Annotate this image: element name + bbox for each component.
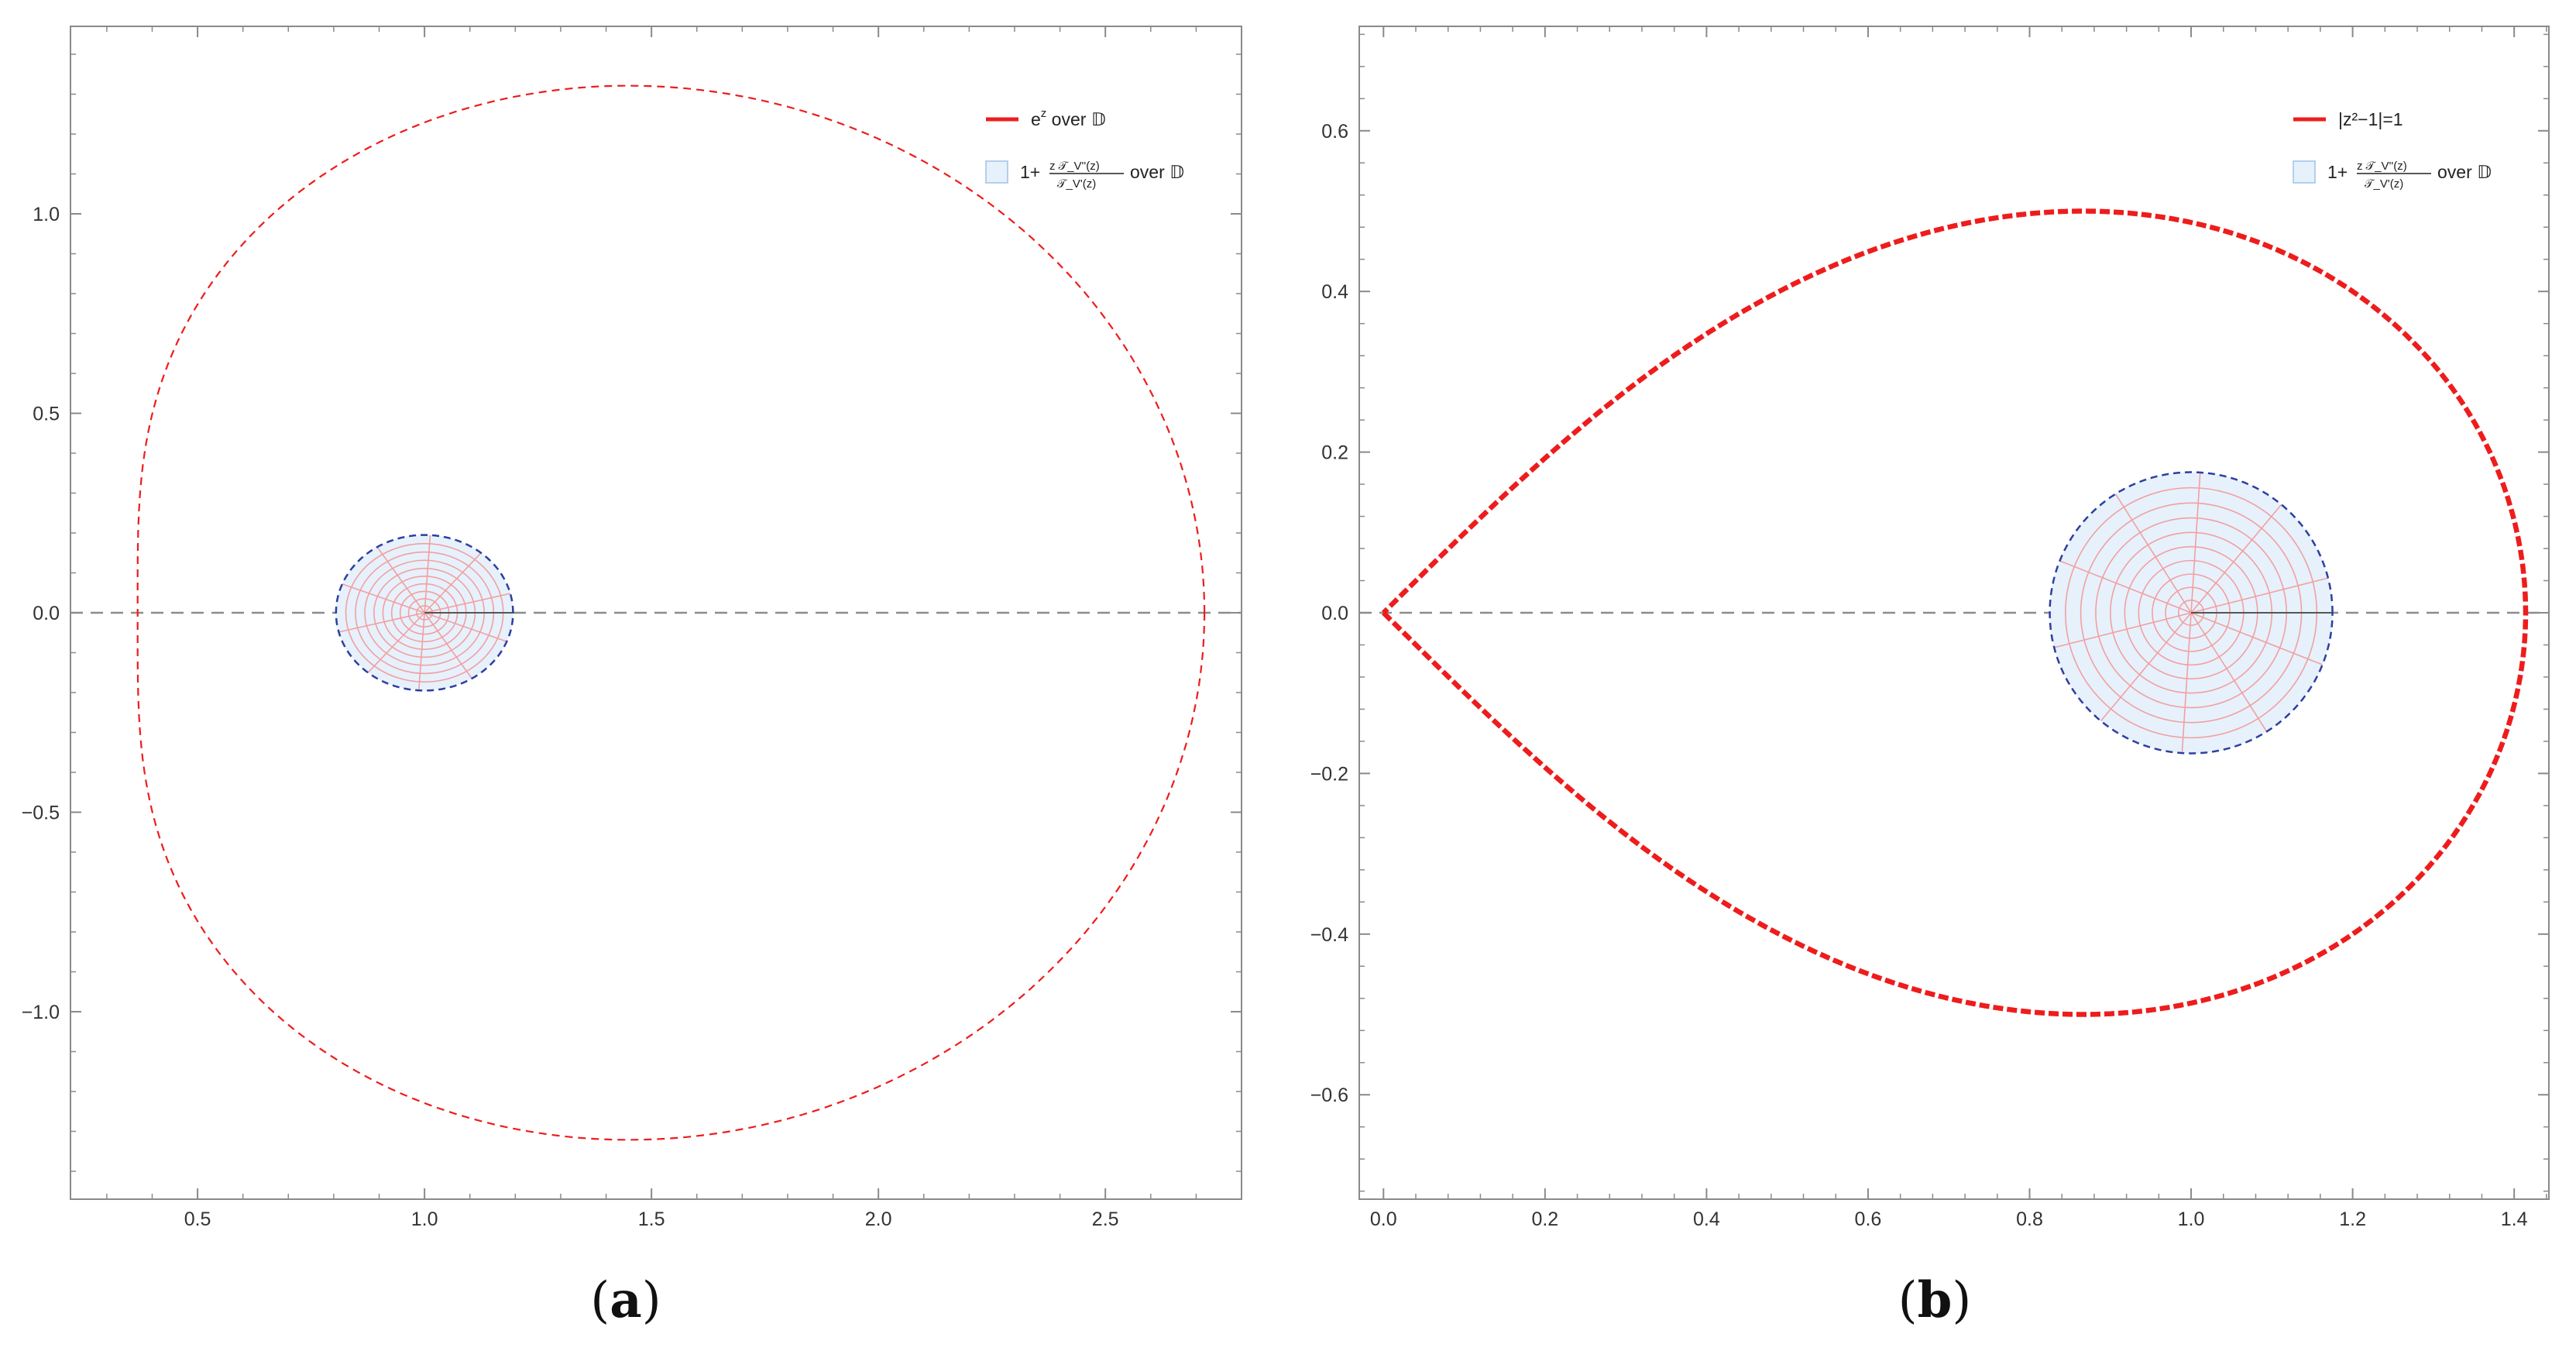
polar-grid-spoke (2190, 612, 2323, 665)
x-tick-label: 1.2 (2339, 1208, 2366, 1230)
polar-grid-spoke (2181, 612, 2192, 754)
polar-grid-spoke (2100, 612, 2192, 722)
polar-grid-spoke (2190, 472, 2201, 614)
polar-grid-spoke (424, 612, 507, 642)
polar-grid-spoke (2054, 612, 2192, 648)
region-boundary (335, 534, 514, 692)
polar-grid-spoke (424, 593, 511, 614)
x-tick-label: 1.0 (411, 1208, 438, 1230)
polar-grid-spoke (342, 583, 425, 614)
series-line-lemniscate (1382, 208, 2529, 1017)
x-tick-label: 0.8 (2016, 1208, 2043, 1230)
polar-grid-spoke (367, 612, 425, 673)
legend-text: over 𝔻 (1046, 109, 1105, 129)
x-tick-label: 0.0 (1370, 1208, 1397, 1230)
x-tick-label: 0.2 (1531, 1208, 1558, 1230)
polar-grid-spoke (424, 552, 482, 614)
polar-grid-spoke (417, 612, 425, 691)
caption-close: ) (642, 1272, 661, 1329)
y-tick-label: 0.6 (1321, 121, 1348, 143)
y-tick-label: −0.6 (1310, 1085, 1348, 1106)
x-tick-label: 1.0 (2178, 1208, 2205, 1230)
legend-denominator: 𝒯_V'(z) (2365, 177, 2403, 191)
panel-caption: (b) (1898, 1271, 1972, 1329)
panel-a-plot: 0.5 1.0 1.5 2.0 2.5 −1.0 −0.5 0.0 0.5 1.0 ez over … (22, 26, 1242, 1230)
panel-b-plot: 0.0 0.2 0.4 0.6 0.8 1.0 1.2 1.4 −0.6 −0.4 −0.2 0.0 0… (1310, 26, 2550, 1230)
polar-grid-spoke (2059, 560, 2192, 614)
legend-swatch-fill (985, 160, 1008, 184)
caption-letter: b (1918, 1271, 1953, 1329)
x-tick-label: 1.4 (2501, 1208, 2528, 1230)
legend-swatch-fill (2293, 160, 2316, 184)
y-tick-label: −1.0 (22, 1002, 60, 1023)
polar-grid-spoke (338, 612, 425, 633)
y-tick-label: 0.0 (33, 603, 60, 624)
x-tick-label: 0.5 (184, 1208, 211, 1230)
region-boundary (2049, 471, 2334, 755)
y-tick-label: 0.5 (33, 404, 60, 425)
legend-label: |z²−1|=1 (2338, 109, 2403, 129)
polar-grid-spoke (424, 612, 472, 679)
x-tick-label: 0.4 (1693, 1208, 1720, 1230)
caption-close: ) (1952, 1272, 1971, 1329)
legend-prefix: 1+ (1020, 162, 1040, 182)
polar-grid-spoke (424, 535, 431, 614)
y-tick-label: −0.2 (1310, 763, 1348, 785)
y-tick-label: 0.2 (1321, 442, 1348, 464)
legend-label: over 𝔻 (2437, 162, 2492, 182)
caption-open: ( (1898, 1272, 1918, 1329)
legend-label: ez over 𝔻 (1031, 107, 1106, 129)
polar-grid-spoke (2190, 612, 2268, 732)
polar-grid-spoke (376, 546, 425, 614)
x-tick-label: 2.0 (865, 1208, 892, 1230)
series-line-exp (136, 84, 1206, 1141)
y-tick-label: −0.5 (22, 802, 60, 823)
x-tick-label: 0.6 (1855, 1208, 1882, 1230)
y-tick-label: 0.4 (1321, 281, 1348, 303)
legend-expr: e (1031, 109, 1041, 129)
polar-grid-spoke (2190, 504, 2282, 614)
legend-denominator: 𝒯_V'(z) (1057, 177, 1096, 191)
legend-prefix: 1+ (2327, 162, 2348, 182)
caption-letter: a (610, 1271, 641, 1329)
panel-caption: (a) (590, 1271, 661, 1329)
y-tick-label: −0.4 (1310, 924, 1348, 946)
polar-grid-spoke (2114, 493, 2192, 614)
legend-sup: z (1041, 107, 1047, 120)
polar-grid-spoke (2190, 577, 2329, 614)
x-tick-label: 2.5 (1092, 1208, 1119, 1230)
caption-open: ( (590, 1272, 610, 1329)
legend-numerator: z 𝒯_V''(z) (1049, 160, 1100, 173)
legend-label: over 𝔻 (1130, 162, 1184, 182)
captions: (a) (b) (590, 1271, 1971, 1329)
legend-numerator: z 𝒯_V''(z) (2357, 160, 2407, 173)
y-tick-label: 1.0 (33, 204, 60, 225)
y-tick-label: 0.0 (1321, 603, 1348, 624)
x-tick-label: 1.5 (638, 1208, 665, 1230)
